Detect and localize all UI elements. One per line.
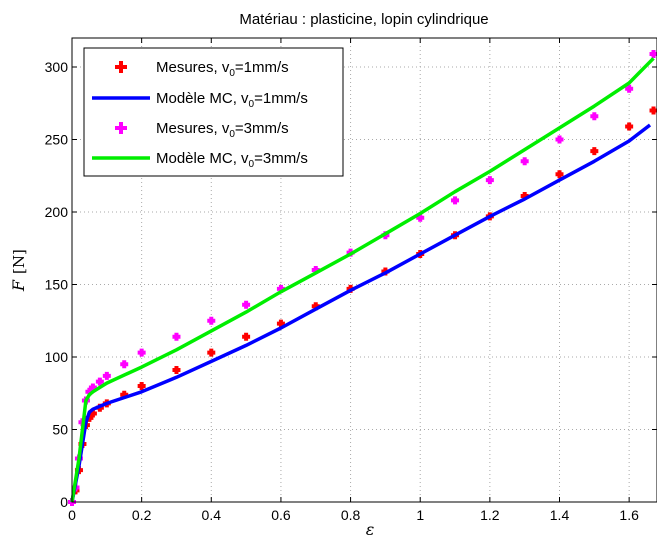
y-tick-label: 50 xyxy=(52,422,68,438)
data-point xyxy=(649,49,657,58)
legend-label: Modèle MC, v0=1mm/s xyxy=(156,90,308,110)
x-tick-label: 0.6 xyxy=(271,507,291,523)
y-tick-label: 200 xyxy=(45,204,69,220)
x-tick-label: 1.4 xyxy=(550,507,570,523)
y-tick-label: 250 xyxy=(45,132,69,148)
y-tick-label: 0 xyxy=(60,494,68,510)
series-line xyxy=(70,57,655,503)
data-point xyxy=(207,348,216,357)
data-point xyxy=(555,135,564,144)
legend-label: Mesures, v0=1mm/s xyxy=(156,59,289,79)
series-line xyxy=(70,123,652,503)
data-point xyxy=(172,332,181,341)
data-point xyxy=(242,332,251,341)
x-tick-label: 1.6 xyxy=(619,507,639,523)
data-point xyxy=(520,157,529,166)
series-3 xyxy=(70,57,655,503)
data-point xyxy=(172,366,181,375)
legend-swatch xyxy=(115,61,127,73)
series-layer xyxy=(68,49,657,506)
legend-box xyxy=(83,47,344,177)
data-point xyxy=(120,360,129,369)
y-tick-label: 100 xyxy=(45,349,69,365)
x-tick-label: 0.8 xyxy=(341,507,361,523)
x-tick-label: 0.2 xyxy=(132,507,152,523)
x-tick-label: 0 xyxy=(68,507,76,523)
data-point xyxy=(102,371,111,380)
chart-title: Matériau : plasticine, lopin cylindrique xyxy=(239,11,488,28)
data-point xyxy=(555,170,564,179)
data-point xyxy=(625,84,634,93)
axes-box xyxy=(71,37,657,503)
legend-swatch xyxy=(115,122,127,134)
data-point xyxy=(649,106,657,115)
legend-label: Mesures, v0=3mm/s xyxy=(156,120,289,140)
data-point xyxy=(242,300,251,309)
y-axis-label: F xyxy=(9,279,28,292)
x-tick-label: 1 xyxy=(416,507,424,523)
x-tick-label: 1.2 xyxy=(480,507,500,523)
data-point xyxy=(95,377,104,386)
legend-label: Modèle MC, v0=3mm/s xyxy=(156,150,308,170)
data-point xyxy=(137,348,146,357)
y-tick-label: 150 xyxy=(45,277,69,293)
series-1 xyxy=(70,123,652,503)
legend: Mesures, v0=1mm/s Modèle MC, v0=1mm/s Mesu… xyxy=(83,47,344,177)
data-point xyxy=(625,122,634,131)
data-point xyxy=(207,316,216,325)
x-tick-label: 0.4 xyxy=(202,507,222,523)
data-point xyxy=(137,382,146,390)
data-point xyxy=(590,112,599,121)
data-point xyxy=(590,147,599,156)
ticks: 0 0.2 0.4 0.6 0.8 1 1.2 1.4 1.6 0 50 100 150 200 250 30… xyxy=(45,38,657,523)
y-tick-label: 300 xyxy=(45,59,69,75)
data-point xyxy=(485,176,494,185)
y-axis-unit: [N] xyxy=(10,249,28,274)
x-axis-label: ε xyxy=(366,520,375,539)
data-point xyxy=(451,196,460,205)
